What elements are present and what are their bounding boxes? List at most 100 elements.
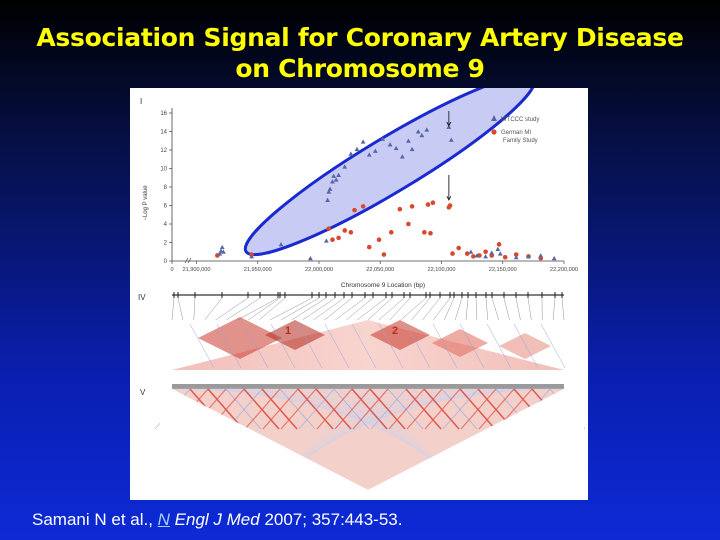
ld-stripe <box>351 388 388 430</box>
citation: Samani N et al., N Engl J Med 2007; 357:… <box>32 510 402 530</box>
wtccc-point <box>419 132 425 138</box>
y-tick-label: 16 <box>160 111 167 117</box>
ld-stripe <box>460 388 497 430</box>
ld-block-label-1: 1 <box>285 325 291 337</box>
ld-block-label-2: 2 <box>392 325 398 337</box>
ld-stripe <box>262 388 299 430</box>
german-mi-point <box>447 203 453 208</box>
legend: WTCCC study German MI Family Study <box>491 115 539 144</box>
ld-connector <box>367 297 393 321</box>
legend-triangle-icon <box>491 115 497 121</box>
ld-blocks <box>189 317 566 369</box>
wtccc-point <box>406 138 411 143</box>
wtccc-point <box>217 251 223 256</box>
ld-connector <box>291 297 327 321</box>
ld-hatch <box>405 323 431 369</box>
ld-cell-line <box>279 388 422 445</box>
german-mi-point <box>366 244 372 250</box>
manhattan-plot: 0 2 4 6 8 10 12 14 16 0 21,900,000 21,950,000 22,000… <box>160 108 578 273</box>
ld-stripe <box>441 388 478 430</box>
legend-german-label-line-2: Family Study <box>503 138 538 144</box>
wtccc-point <box>489 250 495 255</box>
german-mi-point <box>450 251 455 256</box>
ld-stripe <box>316 388 353 430</box>
ld-connector <box>346 297 374 321</box>
y-tick-label: 2 <box>164 241 168 247</box>
ld-stripe <box>261 388 298 430</box>
wtccc-point <box>415 129 421 134</box>
ld-panel-v-cells <box>154 380 586 500</box>
ld-stripe <box>243 388 280 430</box>
ld-connector <box>485 297 488 321</box>
x-tick-label: 21,900,000 <box>183 267 211 273</box>
german-mi-point <box>422 230 427 235</box>
ld-connector <box>552 297 556 321</box>
citation-journal-link[interactable]: N <box>157 510 170 529</box>
ld-stripe <box>280 388 317 430</box>
ld-connector <box>503 297 510 321</box>
title-line-1: Association Signal for Coronary Artery D… <box>36 23 684 52</box>
triangle-mask-left <box>172 389 368 500</box>
y-tick-label: 10 <box>160 167 167 173</box>
figure-panel: I IV V 0 2 4 6 8 10 12 14 16 0 21,900,000 21,950,00… <box>130 73 588 500</box>
snp-ticks <box>173 292 563 298</box>
ld-stripe <box>370 388 407 430</box>
ld-stripe <box>334 388 371 430</box>
ld-connector <box>356 297 387 321</box>
german-mi-point <box>330 237 335 243</box>
citation-volume: 2007; 357:443-53. <box>259 510 403 529</box>
y-tick-label: 4 <box>164 222 168 228</box>
ld-connector <box>335 297 366 321</box>
ld-connector <box>465 297 469 321</box>
x-tick-label: 22,100,000 <box>428 267 456 273</box>
ld-hatch <box>540 323 566 369</box>
x-axis-label: Chromosome 9 Location (bp) <box>341 282 425 289</box>
ld-connector <box>378 297 405 321</box>
ld-connector <box>237 297 279 321</box>
ld-connector <box>454 297 463 321</box>
wtccc-point <box>424 127 430 132</box>
german-mi-point <box>456 245 461 251</box>
ld-stripe <box>244 388 281 430</box>
ld-hatch <box>270 323 296 369</box>
german-mi-point <box>360 204 366 209</box>
ld-hatch <box>432 323 458 369</box>
wtccc-point <box>497 251 503 256</box>
legend-wtccc-label: WTCCC study <box>501 117 539 123</box>
ld-connector <box>302 297 336 321</box>
panel-label-v: V <box>140 388 146 397</box>
ld-connector <box>411 297 431 321</box>
ld-hatch <box>216 323 242 369</box>
ld-hatch <box>513 323 539 369</box>
ld-hatch <box>243 323 269 369</box>
ld-stripe <box>478 388 515 430</box>
wtccc-point <box>409 146 415 152</box>
wtccc-point <box>393 145 399 151</box>
ld-connector <box>400 297 427 321</box>
wtccc-point <box>399 154 405 159</box>
ld-stripe <box>315 388 352 430</box>
ld-stripe <box>225 388 262 430</box>
ld-stripe <box>442 388 479 430</box>
german-mi-point <box>464 251 470 256</box>
ld-cell-line <box>328 388 486 430</box>
citation-authors: Samani N et al., <box>32 510 158 529</box>
ld-connector <box>444 297 455 321</box>
ld-connector <box>177 297 184 321</box>
ld-connector <box>313 297 345 321</box>
axis-break-mark <box>184 257 192 264</box>
ld-connector <box>475 297 478 321</box>
ld-stripe <box>405 388 442 430</box>
slide-title: Association Signal for Coronary Artery D… <box>0 22 720 84</box>
german-mi-point <box>376 237 382 243</box>
german-mi-point <box>425 202 431 207</box>
ld-stripe <box>207 388 244 430</box>
ld-stripe <box>424 388 461 430</box>
wtccc-point <box>551 255 557 261</box>
highlight-ellipse <box>243 73 537 257</box>
ld-connector-lines <box>171 297 565 321</box>
wtccc-point <box>326 189 332 194</box>
german-mi-point <box>471 254 476 259</box>
ld-connector <box>171 297 175 321</box>
